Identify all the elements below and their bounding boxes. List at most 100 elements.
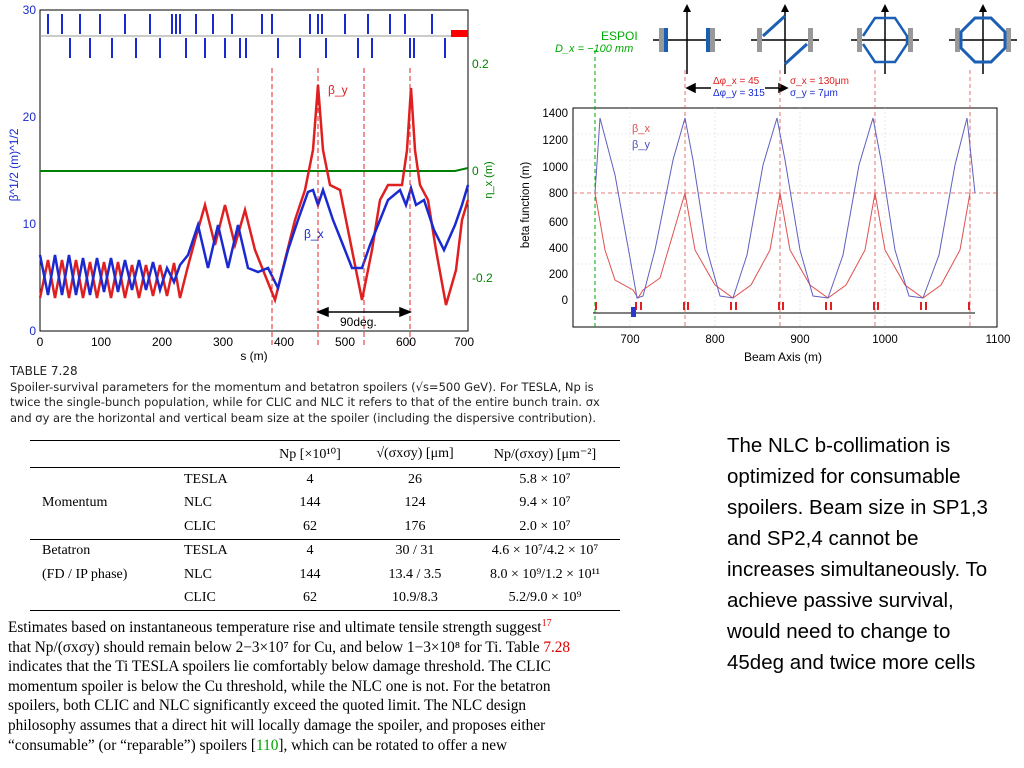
svg-text:1000: 1000 — [872, 334, 898, 346]
legend-beta-x: β_x — [632, 123, 650, 135]
lattice-beta-plot: 90deg. β_y β_x 0 10 20 30 β^1/2 (m)^1/2 … — [7, 3, 495, 363]
side-note-line: 45deg and twice more cells — [727, 651, 976, 674]
svg-text:1200: 1200 — [542, 135, 568, 147]
sigma-value: 30 / 31 — [395, 543, 435, 559]
side-note-line: would need to change to — [727, 620, 951, 643]
svg-text:700: 700 — [620, 334, 639, 346]
spoiler-name: TESLA — [184, 471, 228, 487]
beta-x-curve-right — [594, 192, 971, 299]
right-y-label: beta function (m) — [520, 162, 532, 248]
beam-size-x: σ_x = 130μm — [790, 76, 849, 87]
ratio-value: 9.4 × 10⁷ — [519, 495, 571, 511]
lattice-elements — [47, 14, 446, 58]
schematic-cell-4-icon — [949, 4, 1017, 74]
lattice-end-marker — [451, 30, 468, 37]
spoiler-name: CLIC — [184, 590, 216, 606]
schematic-cell-2-icon — [751, 4, 819, 74]
table-row: (FD / IP phase) NLC 144 13.4 / 3.5 8.0 ×… — [30, 563, 620, 587]
side-note-line: and SP2,4 cannot be — [727, 527, 919, 550]
espoi-beta-plot: ESPOI D_x = −100 mm Δφ_x = 45 Δφ_y = 315… — [520, 4, 1017, 364]
spoiler-markers — [271, 68, 411, 345]
espoi-offset: D_x = −100 mm — [555, 43, 633, 55]
np-value: 62 — [303, 590, 317, 606]
y-left-label: β^1/2 (m)^1/2 — [7, 128, 21, 201]
svg-text:1100: 1100 — [986, 334, 1011, 346]
espoi-label: ESPOI — [601, 29, 638, 43]
ratio-value: 5.8 × 10⁷ — [519, 471, 571, 487]
sigma-value: 124 — [404, 495, 426, 511]
np-value: 4 — [306, 543, 314, 559]
svg-text:-0.2: -0.2 — [472, 271, 493, 285]
table-ref-link[interactable]: 7.28 — [543, 638, 571, 656]
table-header-sigma: √(σxσy) [μm] — [376, 446, 454, 461]
side-note-line: increases simultaneously. To — [727, 558, 988, 581]
footnote-ref-link[interactable]: 17 — [541, 618, 552, 629]
table-row: CLIC 62 10.9/8.3 5.2/9.0 × 10⁹ — [30, 587, 620, 611]
svg-text:10: 10 — [23, 217, 37, 231]
svg-text:200: 200 — [152, 335, 172, 349]
spoiler-schematic-icons — [653, 4, 1017, 74]
np-value: 144 — [299, 566, 321, 582]
sigma-value: 10.9/8.3 — [392, 590, 438, 606]
paragraph-line-4: momentum spoiler is below the Cu thresho… — [8, 677, 551, 695]
legend-beta-y: β_y — [632, 139, 650, 151]
np-value: 144 — [299, 495, 321, 511]
beta-x-curve — [38, 183, 470, 296]
svg-text:800: 800 — [705, 334, 724, 346]
np-value: 4 — [306, 471, 314, 487]
phase-arrow — [315, 306, 413, 318]
x-label: s (m) — [240, 349, 267, 363]
table-row: CLIC 62 176 2.0 × 10⁷ — [30, 515, 620, 539]
schematic-cell-1-icon — [653, 4, 721, 74]
paragraph-line-7: “consumable” (or “reparable”) spoilers [… — [8, 736, 508, 754]
table-row: Betatron TESLA 4 30 / 31 4.6 × 10⁷/4.2 ×… — [30, 539, 620, 563]
paragraph-line-2: that Np/(σxσy) should remain below 2−3×1… — [8, 638, 571, 656]
table-header-row: Np [×10¹⁰] √(σxσy) [μm] Np/(σxσy) [μm⁻²] — [30, 440, 620, 468]
table-header-ratio: Np/(σxσy) [μm⁻²] — [493, 446, 597, 462]
svg-text:200: 200 — [549, 269, 568, 281]
svg-text:700: 700 — [454, 335, 474, 349]
ratio-value: 8.0 × 10⁹/1.2 × 10¹¹ — [490, 566, 600, 582]
caption-line-2: twice the single-bunch population, while… — [10, 395, 600, 409]
svg-text:20: 20 — [23, 110, 37, 124]
svg-text:30: 30 — [23, 3, 37, 17]
table-header-group — [30, 441, 180, 468]
phase-advance-y: Δφ_y = 315 — [713, 88, 765, 99]
schematic-cell-3-icon — [851, 4, 919, 74]
sigma-value: 13.4 / 3.5 — [388, 566, 442, 582]
sigma-value: 176 — [404, 518, 426, 534]
beta-y-label: β_y — [328, 83, 348, 97]
paragraph-line-3: indicates that the Ti TESLA spoilers lie… — [8, 658, 551, 676]
espoi-element — [631, 307, 636, 317]
paragraph-line-1: Estimates based on instantaneous tempera… — [8, 618, 552, 637]
svg-text:400: 400 — [274, 335, 294, 349]
spoiler-name: TESLA — [184, 543, 228, 559]
side-note-line: optimized for consumable — [727, 465, 961, 488]
beta-x-label: β_x — [304, 227, 324, 241]
y-right-label: η_x (m) — [483, 161, 495, 198]
svg-text:0: 0 — [472, 164, 479, 178]
citation-link[interactable]: 110 — [256, 736, 279, 754]
beam-size-y: σ_y = 7μm — [790, 88, 838, 99]
side-note-line: The NLC b-collimation is — [727, 434, 951, 457]
spoiler-name: NLC — [184, 566, 212, 582]
ratio-value: 5.2/9.0 × 10⁹ — [508, 590, 582, 606]
ratio-value: 4.6 × 10⁷/4.2 × 10⁷ — [491, 543, 599, 559]
sigma-value: 26 — [408, 471, 422, 487]
y-right-ticks: 0.2 0 -0.2 — [472, 57, 493, 285]
phase-advance-x: Δφ_x = 45 — [713, 76, 760, 87]
table-title: TABLE 7.28 — [10, 364, 78, 378]
svg-text:900: 900 — [790, 334, 809, 346]
right-y-ticks: 0 200 400 600 800 1000 1200 1400 — [542, 108, 568, 307]
svg-text:600: 600 — [396, 335, 416, 349]
table-row: TESLA 4 26 5.8 × 10⁷ — [30, 468, 620, 492]
right-x-ticks: 700 800 900 1000 1100 — [620, 334, 1010, 346]
spoiler-ticks — [595, 302, 970, 310]
svg-text:1400: 1400 — [542, 108, 568, 120]
svg-text:0: 0 — [29, 324, 36, 338]
svg-text:1000: 1000 — [542, 162, 568, 174]
svg-text:0.2: 0.2 — [472, 57, 489, 71]
right-x-label: Beam Axis (m) — [744, 350, 822, 364]
table-caption: TABLE 7.28 Spoiler-survival parameters f… — [10, 364, 680, 426]
body-paragraph: Estimates based on instantaneous tempera… — [8, 614, 688, 755]
